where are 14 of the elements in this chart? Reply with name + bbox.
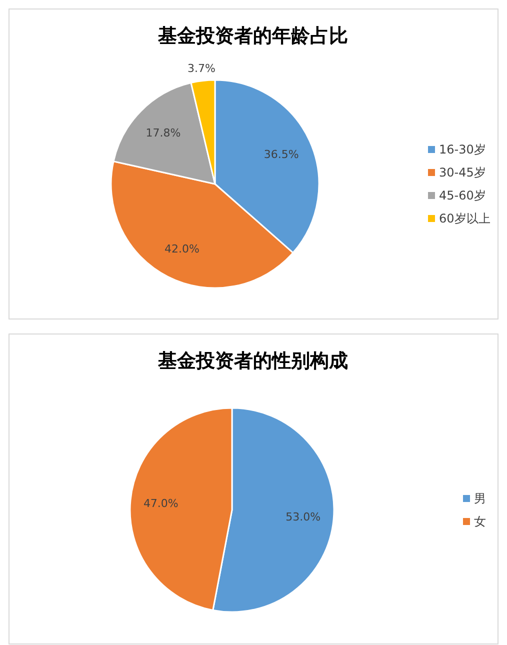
data-label: 3.7% (188, 62, 216, 76)
legend-label: 男 (474, 492, 486, 506)
chart-title: 基金投资者的性别构成 (157, 350, 348, 372)
data-label: 53.0% (286, 510, 321, 524)
legend-label: 30-45岁 (439, 166, 486, 180)
data-label: 47.0% (143, 497, 178, 510)
data-label: 17.8% (146, 126, 181, 140)
legend-label: 16-30岁 (439, 142, 486, 157)
legend-label: 女 (474, 514, 486, 529)
data-label: 42.0% (164, 242, 200, 256)
chart-title: 基金投资者的年龄占比 (157, 25, 348, 47)
legend-label: 60岁以上 (439, 212, 490, 226)
legend-label: 45-60岁 (439, 188, 486, 203)
data-label: 36.5% (264, 148, 299, 161)
